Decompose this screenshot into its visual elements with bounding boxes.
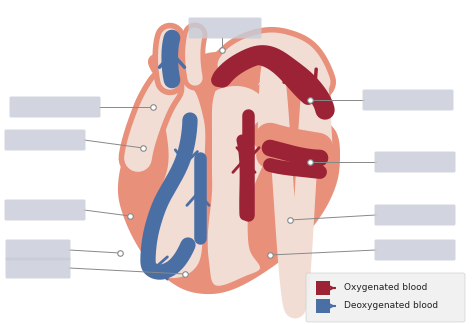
Text: Deoxygenated blood: Deoxygenated blood [344,302,438,310]
Polygon shape [146,82,205,278]
FancyBboxPatch shape [306,273,465,322]
Bar [316,281,330,295]
FancyBboxPatch shape [374,239,456,260]
FancyBboxPatch shape [374,204,456,226]
FancyBboxPatch shape [374,152,456,172]
FancyBboxPatch shape [4,200,85,221]
FancyBboxPatch shape [363,89,454,110]
FancyBboxPatch shape [9,97,100,118]
FancyBboxPatch shape [189,17,262,39]
Bar [316,299,330,313]
FancyBboxPatch shape [6,239,71,260]
Text: Oxygenated blood: Oxygenated blood [344,284,428,293]
FancyBboxPatch shape [6,258,71,279]
Polygon shape [118,52,340,294]
FancyBboxPatch shape [4,130,85,151]
Polygon shape [208,86,270,286]
